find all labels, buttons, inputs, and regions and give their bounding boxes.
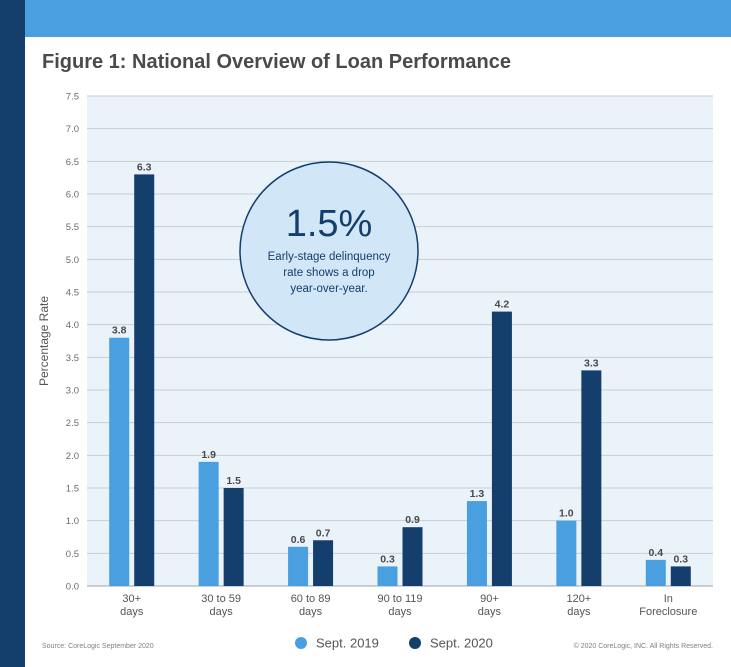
callout-value: 1.5% xyxy=(286,203,373,245)
y-tick-label: 3.5 xyxy=(66,353,79,364)
bar-sept-2020 xyxy=(670,566,691,586)
y-tick-label: 5.5 xyxy=(66,222,79,233)
bar-sept-2019 xyxy=(645,559,666,586)
y-tick-label: 2.5 xyxy=(66,418,79,429)
callout-circle xyxy=(239,161,419,341)
y-tick-label: 4.5 xyxy=(66,288,79,299)
bar-sept-2019 xyxy=(198,461,219,586)
y-tick-label: 0.0 xyxy=(66,582,79,593)
data-label: 0.3 xyxy=(380,553,395,565)
data-label: 0.3 xyxy=(673,553,688,565)
bar-sept-2020 xyxy=(223,488,244,586)
data-label: 1.3 xyxy=(470,488,485,500)
data-label: 1.5 xyxy=(226,475,241,487)
chart-title: Figure 1: National Overview of Loan Perf… xyxy=(42,51,512,73)
data-label: 4.2 xyxy=(495,299,510,311)
data-label: 0.4 xyxy=(648,547,663,559)
data-label: 0.6 xyxy=(291,534,306,546)
y-tick-label: 6.0 xyxy=(66,190,79,201)
source-note: Source: CoreLogic September 2020 xyxy=(42,643,154,650)
data-label: 0.7 xyxy=(316,527,331,539)
y-tick-label: 1.0 xyxy=(66,516,79,527)
x-tick-label: In xyxy=(664,593,673,605)
legend-marker-sept-2020 xyxy=(409,637,421,649)
y-tick-label: 0.5 xyxy=(66,549,79,560)
x-tick-label: Foreclosure xyxy=(639,606,697,618)
data-label: 6.3 xyxy=(137,161,152,173)
y-axis-title: Percentage Rate xyxy=(37,296,51,386)
x-tick-label: 30 to 59 xyxy=(201,593,241,605)
legend-marker-sept-2019 xyxy=(295,637,307,649)
data-label: 1.0 xyxy=(559,508,574,520)
x-tick-label: 90+ xyxy=(480,593,499,605)
x-tick-label: days xyxy=(299,606,323,618)
legend-label: Sept. 2019 xyxy=(316,636,379,651)
x-tick-label: 90 to 119 xyxy=(377,593,422,605)
x-tick-label: days xyxy=(120,606,144,618)
y-tick-label: 2.0 xyxy=(66,451,79,462)
x-tick-label: days xyxy=(478,606,502,618)
data-label: 0.9 xyxy=(405,514,420,526)
x-tick-label: days xyxy=(567,606,591,618)
legend-label: Sept. 2020 xyxy=(430,636,493,651)
top-banner xyxy=(0,0,731,37)
y-tick-label: 7.0 xyxy=(66,124,79,135)
copyright-note: © 2020 CoreLogic, INC. All Rights Reserv… xyxy=(573,643,713,650)
x-tick-label: days xyxy=(210,606,234,618)
plot-area xyxy=(87,96,713,586)
bar-sept-2019 xyxy=(556,520,577,586)
y-tick-label: 3.0 xyxy=(66,386,79,397)
y-tick-label: 1.5 xyxy=(66,484,79,495)
x-tick-label: 120+ xyxy=(566,593,591,605)
callout-text: rate shows a drop xyxy=(283,267,374,279)
bar-sept-2020 xyxy=(491,311,512,586)
bar-sept-2020 xyxy=(581,370,602,586)
bar-sept-2020 xyxy=(313,540,334,586)
y-tick-label: 4.0 xyxy=(66,320,79,331)
x-tick-label: 30+ xyxy=(122,593,141,605)
bar-sept-2019 xyxy=(109,337,130,586)
data-label: 1.9 xyxy=(201,449,216,461)
callout-text: year-over-year. xyxy=(290,283,367,295)
y-tick-label: 7.5 xyxy=(66,92,79,103)
callout-text: Early-stage delinquency xyxy=(268,251,391,263)
bar-sept-2019 xyxy=(288,546,309,586)
bar-sept-2020 xyxy=(402,527,423,586)
bar-sept-2019 xyxy=(377,566,398,586)
bar-sept-2020 xyxy=(134,174,155,586)
side-banner xyxy=(0,0,25,667)
data-label: 3.8 xyxy=(112,325,127,337)
y-tick-label: 6.5 xyxy=(66,157,79,168)
x-tick-label: 60 to 89 xyxy=(291,593,331,605)
bar-sept-2019 xyxy=(466,501,487,586)
data-label: 3.3 xyxy=(584,357,599,369)
y-tick-label: 5.0 xyxy=(66,255,79,266)
x-tick-label: days xyxy=(388,606,412,618)
